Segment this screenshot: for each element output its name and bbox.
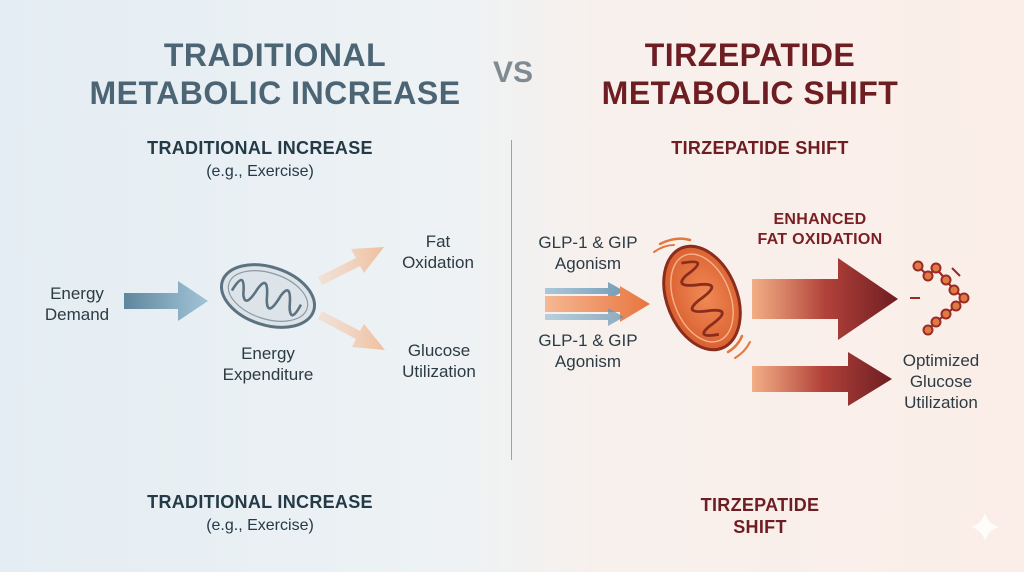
optimized-glucose-arrow xyxy=(752,352,892,406)
right-subtitle: TIRZEPATIDE SHIFT xyxy=(671,138,849,158)
right-title: TIRZEPATIDE METABOLIC SHIFT xyxy=(560,36,940,112)
activated-mitochondrion-icon xyxy=(653,237,751,359)
right-footer-line2: SHIFT xyxy=(733,517,787,537)
left-title-line2: METABOLIC INCREASE xyxy=(89,75,461,111)
right-title-line1: TIRZEPATIDE xyxy=(644,37,856,73)
agonism-top-line1: GLP-1 & GIP xyxy=(538,233,638,252)
energy-expenditure-label: Energy Expenditure xyxy=(206,343,330,385)
energy-demand-line1: Energy xyxy=(50,284,104,303)
energy-demand-line2: Demand xyxy=(44,305,110,324)
enhanced-fat-oxidation-arrow xyxy=(752,258,898,340)
left-title-line1: TRADITIONAL xyxy=(163,37,387,73)
agonism-bottom-line1: GLP-1 & GIP xyxy=(538,331,638,350)
energy-expenditure-line1: Energy xyxy=(241,344,295,363)
agonism-label-bottom: GLP-1 & GIP Agonism xyxy=(532,330,644,372)
optimized-line3: Utilization xyxy=(904,393,978,412)
sparkle-icon xyxy=(971,513,999,541)
fat-oxidation-line1: Fat xyxy=(425,232,451,251)
fat-oxidation-label: Fat Oxidation xyxy=(384,231,492,273)
mitochondrion-icon xyxy=(219,263,317,329)
energy-demand-label: Energy Demand xyxy=(30,283,124,325)
energy-demand-arrow xyxy=(124,281,208,321)
fatty-acid-chain-icon xyxy=(910,260,970,336)
energy-expenditure-line2: Expenditure xyxy=(222,365,314,384)
enhanced-fat-oxidation-label: ENHANCED FAT OXIDATION xyxy=(730,210,910,250)
glucose-utilization-line2: Utilization xyxy=(402,362,476,381)
agonism-bottom-line2: Agonism xyxy=(554,352,622,371)
right-title-line2: METABOLIC SHIFT xyxy=(601,75,899,111)
enhanced-line1: ENHANCED xyxy=(773,211,867,228)
agonism-top-line2: Agonism xyxy=(554,254,622,273)
right-footer: TIRZEPATIDE SHIFT xyxy=(650,494,870,538)
enhanced-line2: FAT OXIDATION xyxy=(757,231,883,248)
glucose-utilization-line1: Glucose xyxy=(407,341,471,360)
glucose-utilization-label: Glucose Utilization xyxy=(384,340,494,382)
left-subtitle: TRADITIONAL INCREASE (e.g., Exercise) xyxy=(110,138,410,181)
left-footer-note: (e.g., Exercise) xyxy=(206,517,314,534)
fat-oxidation-line2: Oxidation xyxy=(402,253,474,272)
left-subtitle-note: (e.g., Exercise) xyxy=(206,163,314,180)
glucose-utilization-arrow xyxy=(318,311,385,350)
optimized-line1: Optimized xyxy=(902,351,980,370)
left-title: TRADITIONAL METABOLIC INCREASE xyxy=(60,36,490,112)
left-footer-text: TRADITIONAL INCREASE xyxy=(147,492,373,512)
left-footer: TRADITIONAL INCREASE (e.g., Exercise) xyxy=(110,492,410,535)
fat-oxidation-arrow xyxy=(318,247,384,285)
agonism-input-arrows xyxy=(545,282,650,326)
vs-label: VS xyxy=(492,56,534,89)
center-divider xyxy=(511,140,512,460)
optimized-line2: Glucose xyxy=(909,372,973,391)
right-footer-line1: TIRZEPATIDE xyxy=(700,495,820,515)
optimized-glucose-label: Optimized Glucose Utilization xyxy=(886,350,996,413)
left-subtitle-text: TRADITIONAL INCREASE xyxy=(147,138,373,158)
agonism-label-top: GLP-1 & GIP Agonism xyxy=(532,232,644,274)
